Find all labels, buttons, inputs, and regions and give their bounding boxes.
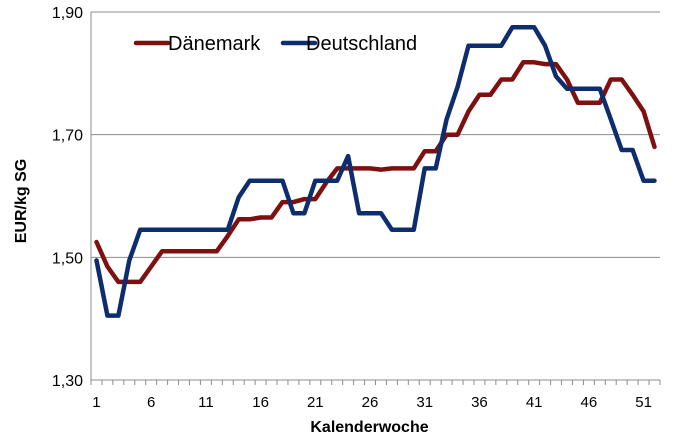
series-lines xyxy=(94,25,657,318)
legend-label: Dänemark xyxy=(168,33,261,55)
y-tick-label: 1,50 xyxy=(52,250,83,267)
y-tick-label: 1,90 xyxy=(52,5,83,22)
x-tick-label: 41 xyxy=(526,394,543,411)
tick-labels: 1,301,501,701,901 6 11 16 21 26 31 36 41 46 51 xyxy=(52,5,652,411)
legend: Dänemark Deutschland xyxy=(133,33,417,55)
axes xyxy=(90,12,661,385)
series-line xyxy=(94,25,657,318)
x-tick-label: 46 xyxy=(581,394,598,411)
x-tick-label: 16 xyxy=(252,394,269,411)
y-tick-label: 1,70 xyxy=(52,128,83,145)
x-tick-label: 31 xyxy=(416,394,433,411)
y-tick-label: 1,30 xyxy=(52,373,83,390)
x-tick-label: 26 xyxy=(362,394,379,411)
x-tick-label: 6 xyxy=(147,394,155,411)
x-tick-label: 11 xyxy=(198,394,214,411)
x-tick-label: 21 xyxy=(307,394,324,411)
x-tick-label: 36 xyxy=(471,394,488,411)
x-tick-label: 1 xyxy=(92,394,100,411)
y-axis-title: EUR/kg SG xyxy=(13,159,30,243)
legend-label: Deutschland xyxy=(306,33,417,55)
series-line xyxy=(94,60,657,285)
gridlines xyxy=(91,11,660,258)
x-axis-title: Kalenderwoche xyxy=(310,419,428,436)
x-tick-label: 51 xyxy=(635,394,652,411)
